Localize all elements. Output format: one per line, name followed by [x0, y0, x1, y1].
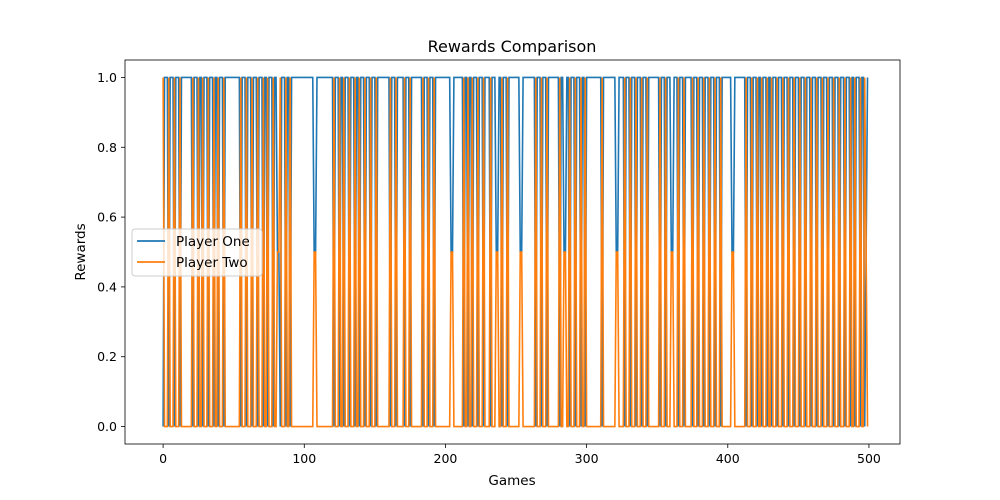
x-axis-title: Games	[488, 473, 535, 489]
y-tick-label: 1.0	[97, 70, 117, 85]
legend-label-player-one: Player One	[176, 234, 250, 250]
y-tick-label: 0.0	[97, 419, 117, 434]
y-tick-label: 0.6	[97, 210, 117, 225]
y-tick-label: 0.8	[97, 140, 117, 155]
y-tick-label: 0.4	[97, 279, 117, 294]
legend: Player One Player Two	[131, 228, 263, 277]
series-line-player-two	[162, 77, 869, 428]
axes: 0 100 200 300 400 500 0.0 0.2 0.4 0.6 0.8 1.0	[97, 70, 881, 466]
x-tick-label: 200	[434, 451, 458, 466]
x-tick-label: 100	[292, 451, 316, 466]
plot-frame	[124, 59, 901, 445]
y-tick-label: 0.2	[97, 349, 117, 364]
y-axis-title: Rewards	[73, 223, 89, 280]
x-tick-label: 0	[159, 451, 167, 466]
plot-area	[162, 76, 869, 428]
legend-label-player-two: Player Two	[176, 255, 248, 271]
chart-title: Rewards Comparison	[428, 37, 597, 56]
x-tick-label: 500	[857, 451, 881, 466]
x-tick-label: 400	[716, 451, 740, 466]
x-tick-label: 300	[575, 451, 599, 466]
